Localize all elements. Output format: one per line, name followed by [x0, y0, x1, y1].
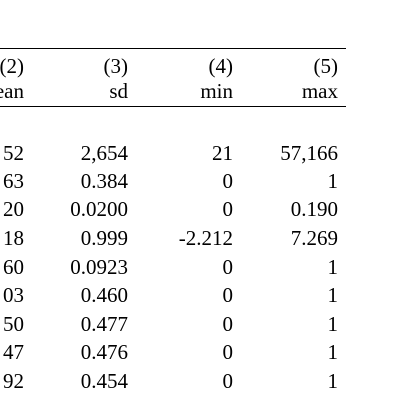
table-cell: 0.476 — [80, 340, 128, 364]
column-label-sd: sd — [109, 79, 128, 103]
table-cell: -2.212 — [178, 226, 233, 250]
table-cell: 0.454 — [80, 369, 128, 393]
table-cell: 18 — [3, 226, 24, 250]
table-cell: 50 — [3, 312, 24, 336]
table-cell: 1 — [327, 312, 339, 336]
table-cell: 60 — [3, 255, 24, 279]
table-cell: 0.190 — [290, 197, 338, 221]
table-cell: 2,654 — [80, 141, 128, 165]
table-cell: 0 — [222, 312, 234, 336]
table-cell: 03 — [3, 283, 24, 307]
table-cell: 20 — [3, 197, 24, 221]
table-cell: 0 — [222, 197, 234, 221]
table-cell: 1 — [327, 340, 339, 364]
column-number-5: (5) — [313, 54, 339, 78]
table-cell: 1 — [327, 283, 339, 307]
table-cell: 0.477 — [80, 312, 128, 336]
table-cell: 0 — [222, 369, 234, 393]
table-cell: 63 — [3, 169, 24, 193]
table-cell: 1 — [327, 369, 339, 393]
table-cell: 21 — [212, 141, 233, 165]
table-cell: 0 — [222, 283, 234, 307]
column-number-3: (3) — [103, 54, 129, 78]
table-cell: 0.384 — [80, 169, 128, 193]
table-cell: 1 — [327, 169, 339, 193]
column-number-4: (4) — [208, 54, 234, 78]
table-cell: 47 — [3, 340, 24, 364]
table-cell: 0.0200 — [70, 197, 128, 221]
table-top-rule — [0, 48, 346, 49]
table-cell: 0 — [222, 255, 234, 279]
column-label-max: max — [301, 79, 338, 103]
column-number-2: (2) — [0, 54, 24, 78]
table-cell: 0 — [222, 169, 234, 193]
table-cell: 1 — [327, 255, 339, 279]
table-cell: 0 — [222, 340, 234, 364]
table-cell: 0.999 — [80, 226, 128, 250]
table-header-rule — [0, 106, 346, 107]
table-cell: 0.0923 — [70, 255, 128, 279]
table-cell: 92 — [3, 369, 24, 393]
table-cell: 0.460 — [80, 283, 128, 307]
table-cell: 7.269 — [290, 226, 338, 250]
column-label-mean: mean — [0, 79, 24, 103]
table-cell: 52 — [3, 141, 24, 165]
table-cell: 57,166 — [280, 141, 338, 165]
column-label-min: min — [200, 79, 233, 103]
